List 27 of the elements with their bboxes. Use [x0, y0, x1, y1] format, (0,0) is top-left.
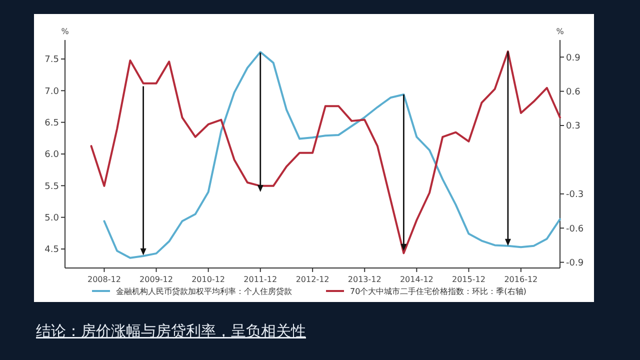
- y-tick-label: 7.5: [44, 55, 59, 66]
- y2-tick-label: -0.9: [566, 258, 584, 268]
- y2-tick-label: -0.3: [566, 190, 584, 200]
- y2-axis-title: %: [556, 27, 564, 36]
- y-tick-label: 5.5: [44, 182, 59, 192]
- text: 结论：房价涨幅与房贷利率，呈负相关性: [36, 322, 306, 340]
- y-tick-label: 5.0: [44, 213, 60, 224]
- x-tick-label: 2013-12: [348, 275, 382, 284]
- x-tick-label: 2009-12: [140, 275, 173, 284]
- y2-tick-label: -0.6: [566, 224, 584, 234]
- y-tick-label: 7.0: [44, 86, 60, 97]
- x-tick-label: 2012-12: [296, 275, 330, 284]
- y-tick-label: 6.5: [44, 118, 59, 128]
- x-tick-label: 2010-12: [192, 275, 226, 284]
- y-tick-label: 4.5: [44, 245, 59, 256]
- x-tick-label: 2011-12: [244, 275, 278, 284]
- legend-label: 70个大中城市二手住宅价格指数：环比：季(右轴): [350, 287, 526, 296]
- legend-label: 金融机构人民币贷款加权平均利率：个人住房贷款: [116, 287, 292, 296]
- x-tick-label: 2008-12: [88, 275, 121, 284]
- x-tick-label: 2015-12: [452, 275, 486, 284]
- y-axis-title: %: [61, 27, 70, 36]
- x-tick-label: 2014-12: [400, 275, 434, 284]
- y-tick-label: 6.0: [44, 150, 60, 160]
- y2-tick-label: 0.3: [566, 122, 580, 132]
- y2-tick-label: 0.6: [566, 87, 581, 98]
- y2-tick-label: 0.9: [566, 53, 581, 64]
- x-tick-label: 2016-12: [504, 275, 538, 284]
